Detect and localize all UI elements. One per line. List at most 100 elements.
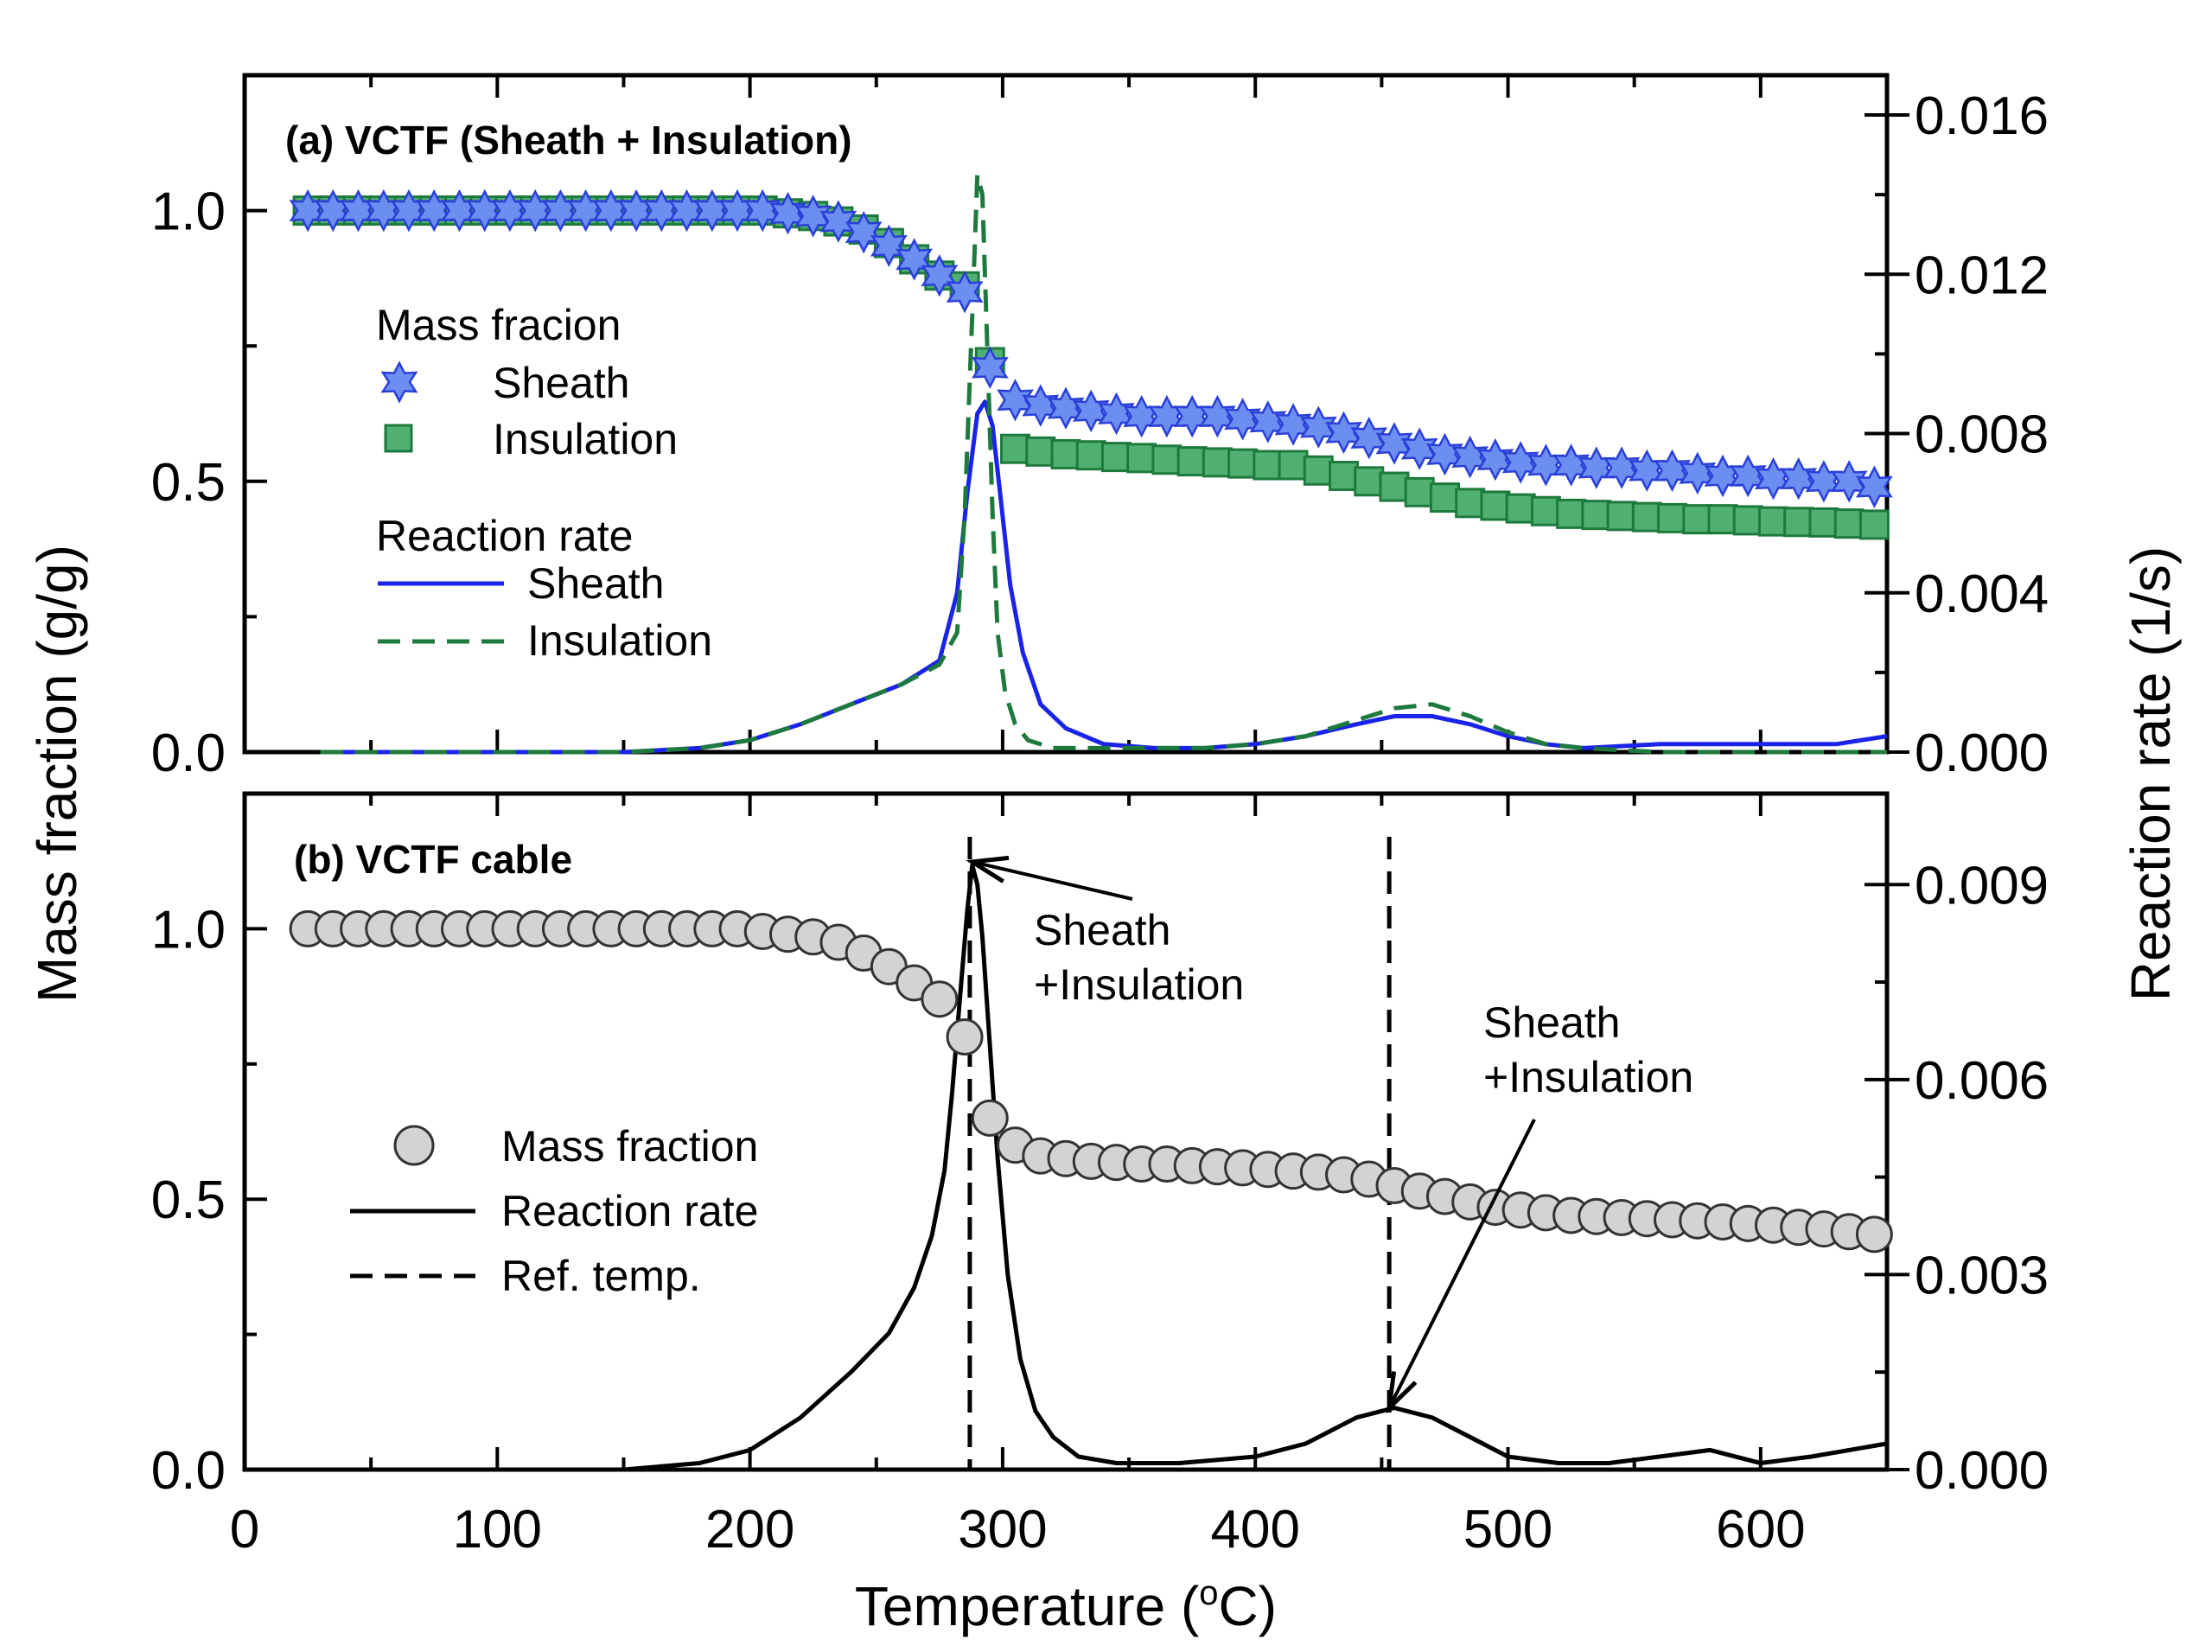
annotation-1-line2: +Insulation	[1034, 960, 1244, 1009]
legend-a-rate-sheath: Sheath	[527, 559, 664, 608]
panel-b-series	[289, 863, 1893, 1472]
marker-star-a-30	[1047, 386, 1085, 430]
marker-star-a-37	[1224, 398, 1262, 441]
marker-star-a-35	[1173, 394, 1211, 438]
x-tick-label-0: 0	[230, 1500, 259, 1560]
marker-square-a-39	[1278, 450, 1309, 481]
marker-star-a-38	[1249, 400, 1287, 443]
marker-star-a-49	[1527, 443, 1565, 487]
marker-star-a-25	[921, 254, 959, 297]
y-axis-title-left: Mass fraction (g/g)	[26, 545, 88, 1003]
marker-square-a-62	[1858, 509, 1890, 540]
marker-circle-b-62	[1855, 1215, 1893, 1253]
marker-star-a-46	[1451, 435, 1489, 479]
marker-star-a-58	[1755, 456, 1792, 501]
legend-a-mass-sheath: Sheath	[493, 359, 629, 407]
x-axis-title-sup: o	[1199, 1574, 1218, 1612]
marker-square-a-29	[1025, 436, 1056, 467]
marker-square-a-59	[1783, 507, 1814, 538]
marker-circle-b-27	[971, 1099, 1009, 1137]
marker-square-a-42	[1354, 466, 1385, 497]
panel-a-legend: Mass fracion Sheath Insulation Reaction …	[376, 301, 712, 665]
marker-star-a-40	[1299, 405, 1337, 449]
marker-star-a-39	[1274, 403, 1312, 446]
marker-square-a-50	[1556, 498, 1587, 529]
legend-a-mass-header: Mass fracion	[376, 301, 621, 349]
y-tick-label-left-a-2: 1.0	[151, 182, 226, 242]
annotation-arrowhead-2	[1386, 1371, 1418, 1414]
y-tick-label-right-a-0: 0.000	[1915, 724, 2049, 783]
marker-square-a-38	[1253, 450, 1284, 481]
marker-square-a-58	[1757, 506, 1788, 537]
marker-star-a-19	[769, 191, 806, 235]
marker-star-a-32	[1098, 392, 1135, 436]
marker-square-a-33	[1126, 443, 1157, 474]
marker-square-a-54	[1657, 502, 1688, 533]
x-axis-title-suffix: C)	[1219, 1575, 1278, 1637]
panel-a-frame	[242, 73, 1890, 755]
marker-star-a-60	[1805, 460, 1843, 503]
marker-circle-b-26	[946, 1018, 984, 1056]
marker-star-a-61	[1830, 460, 1868, 503]
legend-b-rate: Reaction rate	[501, 1187, 758, 1235]
marker-star-a-41	[1325, 411, 1362, 455]
marker-star-a-21	[819, 200, 857, 243]
marker-star-a-18	[743, 188, 781, 233]
marker-star-a-62	[1855, 465, 1893, 508]
annotation-arrowhead-1	[966, 855, 1010, 883]
legend-a-rate-insulation: Insulation	[527, 616, 712, 665]
panel-b-frame	[242, 791, 1890, 1472]
marker-star-a-33	[1123, 394, 1161, 438]
y-tick-label-right-b-3: 0.009	[1915, 856, 2049, 915]
y-tick-label-right-a-3: 0.012	[1915, 246, 2049, 305]
marker-square-a-30	[1050, 438, 1081, 469]
annotation-arrow-1	[972, 860, 1133, 901]
marker-star-a-36	[1198, 394, 1236, 438]
marker-square-a-41	[1329, 461, 1360, 492]
x-tick-label-300: 300	[958, 1500, 1047, 1560]
legend-a-rate-header: Reaction rate	[376, 512, 633, 560]
panel-b: 0 100 200 300 400 500 600 0.0 0.5 1.0 0.000 0.003 0.…	[151, 791, 2049, 1560]
legend-b-mass: Mass fraction	[501, 1122, 758, 1170]
y-tick-label-left-b-1: 0.5	[151, 1170, 226, 1230]
marker-star-a-57	[1729, 454, 1767, 498]
marker-square-a-43	[1379, 471, 1410, 502]
panel-a-title: (a) VCTF (Sheath + Insulation)	[285, 118, 852, 163]
legend-a-mass-insulation: Insulation	[493, 415, 678, 463]
y-tick-label-right-a-4: 0.016	[1915, 86, 2049, 146]
x-tick-label-500: 500	[1463, 1500, 1552, 1560]
marker-square-a-56	[1707, 504, 1738, 535]
marker-square-a-49	[1530, 495, 1561, 526]
x-tick-label-100: 100	[453, 1500, 542, 1560]
legend-a-star-shape	[380, 360, 418, 404]
marker-star-a-44	[1400, 427, 1438, 470]
marker-star-a-56	[1704, 454, 1742, 498]
y-tick-label-left-a-1: 0.5	[151, 453, 226, 513]
annotation-2-line1: Sheath	[1483, 998, 1620, 1047]
x-tick-label-400: 400	[1211, 1500, 1300, 1560]
marker-star-a-59	[1780, 456, 1818, 501]
y-tick-label-right-b-0: 0.000	[1915, 1441, 2049, 1501]
y-tick-label-right-b-1: 0.003	[1915, 1246, 2049, 1305]
marker-square-a-55	[1682, 504, 1713, 535]
marker-square-a-36	[1202, 447, 1233, 478]
y-tick-label-right-a-1: 0.004	[1915, 564, 2049, 624]
marker-square-a-34	[1151, 444, 1182, 475]
panel-a-ticks: 0.0 0.5 1.0 0.000 0.004 0.008 0.012 0.016	[151, 73, 2049, 783]
marker-square-a-31	[1075, 440, 1106, 471]
panel-b-legend: Mass fraction Reaction rate Ref. temp.	[350, 1122, 758, 1300]
y-tick-label-left-a-0: 0.0	[151, 724, 226, 783]
y-tick-label-right-a-2: 0.008	[1915, 405, 2049, 465]
annotation-1-line1: Sheath	[1034, 906, 1170, 954]
marker-square-a-53	[1631, 501, 1662, 533]
panel-a-series	[289, 172, 1893, 755]
marker-star-a-29	[1022, 384, 1060, 427]
marker-star-a-23	[870, 224, 908, 268]
marker-star-a-50	[1552, 443, 1590, 487]
marker-star-a-42	[1350, 416, 1388, 460]
legend-a-star-marker	[380, 360, 418, 404]
marker-star-a-48	[1501, 441, 1539, 484]
y-axis-title-right: Reaction rate (1/s)	[2120, 546, 2182, 1001]
marker-square-a-52	[1606, 501, 1637, 532]
